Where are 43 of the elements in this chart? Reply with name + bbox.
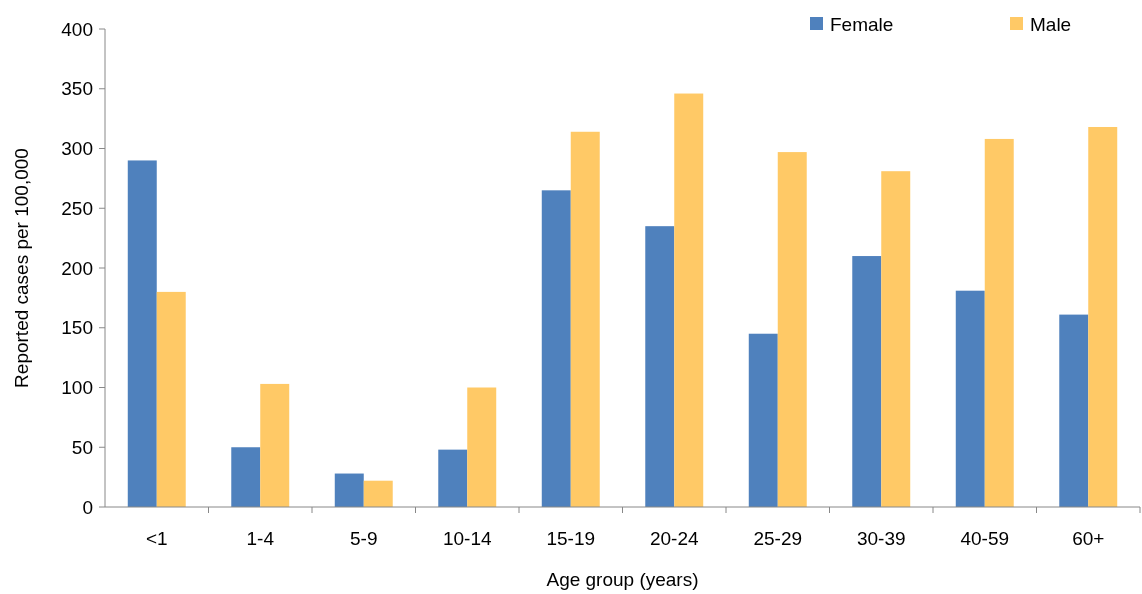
bar <box>570 131 600 507</box>
bar <box>438 449 468 507</box>
x-tick-label: 20-24 <box>649 528 699 549</box>
bar <box>777 152 807 507</box>
bar <box>156 291 186 507</box>
y-tick-label: 50 <box>71 436 93 458</box>
bar <box>955 290 985 507</box>
legend-label: Female <box>830 13 894 35</box>
y-axis-title: Reported cases per 100,000 <box>11 148 32 388</box>
bar <box>1059 314 1089 507</box>
bar <box>467 387 497 507</box>
bar <box>645 226 675 507</box>
bar <box>881 171 911 507</box>
y-tick-label: 400 <box>61 18 93 40</box>
x-tick-label: 30-39 <box>856 528 906 549</box>
x-tick-label: 5-9 <box>350 528 378 549</box>
bar <box>852 256 882 507</box>
bar <box>541 190 571 507</box>
bar <box>127 160 157 507</box>
bar <box>674 93 704 507</box>
y-tick-label: 300 <box>61 138 93 160</box>
x-axis-title: Age group (years) <box>546 569 699 590</box>
x-tick-label: 10-14 <box>442 528 492 549</box>
y-tick-label: 350 <box>61 78 93 100</box>
legend-label: Male <box>1030 13 1072 35</box>
y-tick-label: 250 <box>61 197 93 219</box>
y-tick-label: 0 <box>82 496 93 518</box>
bar <box>1088 126 1118 507</box>
x-tick-label: <1 <box>145 528 168 549</box>
bar <box>334 473 364 507</box>
bar <box>984 138 1014 507</box>
x-tick-label: 25-29 <box>753 528 803 549</box>
y-tick-label: 150 <box>61 317 93 339</box>
bar <box>260 383 290 507</box>
y-tick-label: 200 <box>61 257 93 279</box>
y-tick-label: 100 <box>61 377 93 399</box>
bar <box>748 333 778 507</box>
bar <box>231 447 261 507</box>
x-tick-label: 40-59 <box>960 528 1010 549</box>
x-tick-label: 1-4 <box>246 528 275 549</box>
x-tick-label: 60+ <box>1072 528 1105 549</box>
bar <box>363 480 393 507</box>
x-tick-label: 15-19 <box>546 528 596 549</box>
